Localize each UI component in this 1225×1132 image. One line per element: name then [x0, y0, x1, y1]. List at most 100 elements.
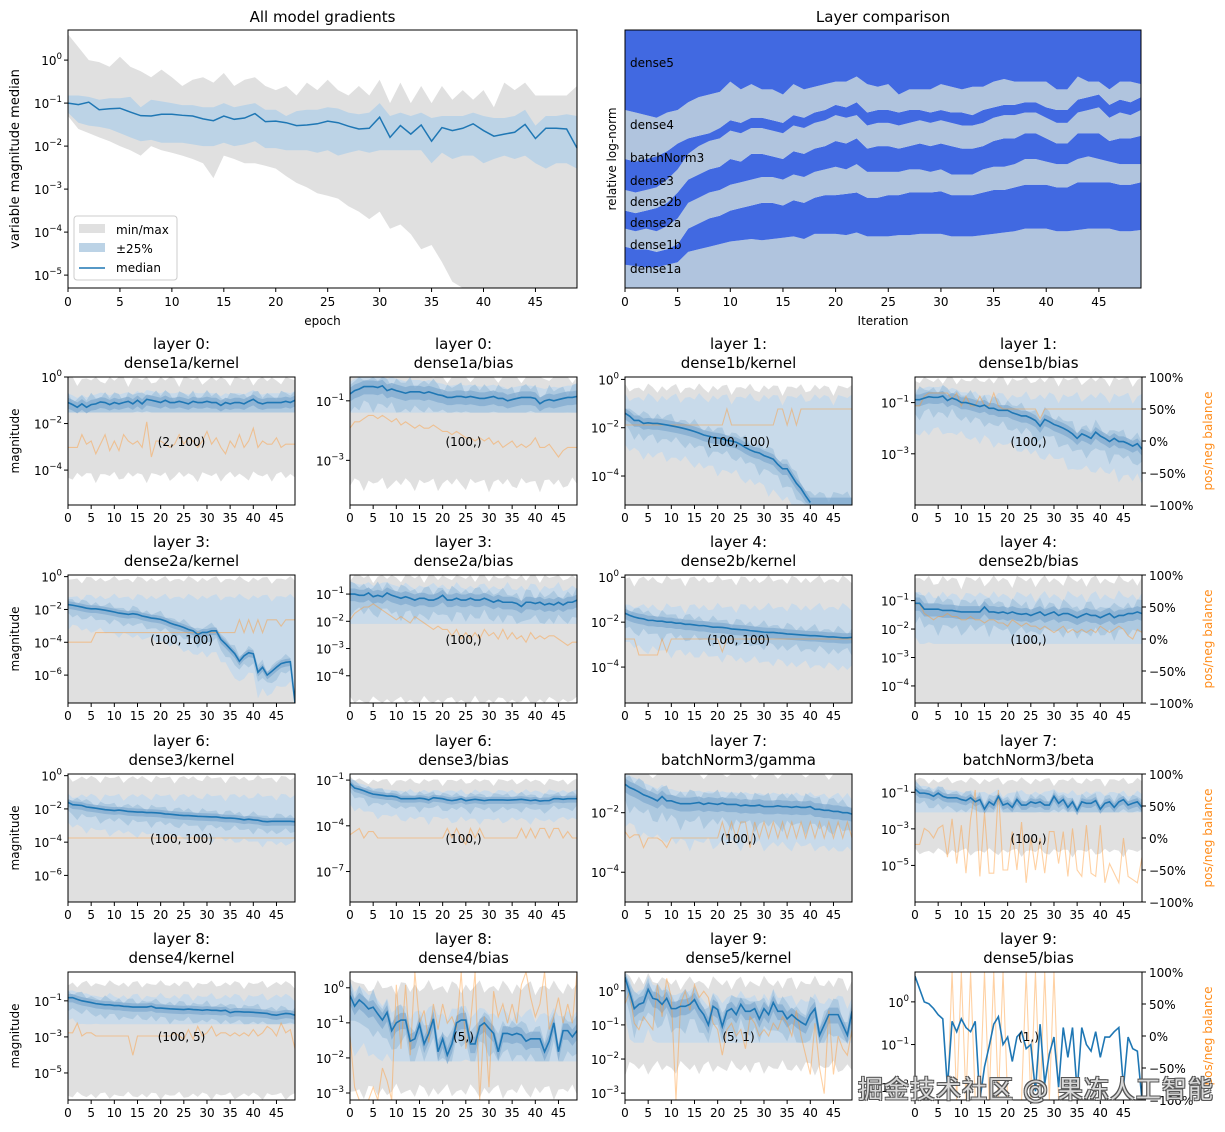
x-tick-label: 15 — [130, 511, 145, 525]
secondary-y-tick-label: 0% — [1149, 633, 1168, 647]
y-tick-label: 10−5 — [34, 267, 62, 283]
watermark: 掘金技术社区 @ 果冻人工智能 — [858, 1075, 1214, 1104]
panel-title-line2: dense4/bias — [418, 949, 509, 967]
panel-title-line2: dense5/kernel — [685, 949, 791, 967]
x-tick-label: 20 — [1000, 1106, 1015, 1120]
x-tick-label: 20 — [268, 295, 283, 309]
x-tick-label: 40 — [1093, 1106, 1108, 1120]
x-tick-label: 40 — [803, 908, 818, 922]
y-tick-label: 10−2 — [34, 601, 62, 617]
x-tick-label: 35 — [424, 295, 439, 309]
secondary-y-tick-label: 50% — [1149, 998, 1176, 1012]
x-tick-label: 15 — [687, 511, 702, 525]
inner-quantile-band — [68, 599, 295, 703]
y-tick-label: 10−4 — [34, 462, 62, 478]
x-tick-label: 20 — [153, 511, 168, 525]
y-tick-label: 100 — [598, 983, 619, 999]
x-tick-label: 30 — [199, 709, 214, 723]
x-tick-label: 35 — [780, 1106, 795, 1120]
panel-title-line1: layer 1: — [1000, 335, 1057, 353]
x-tick-label: 25 — [1023, 908, 1038, 922]
band-dense2b — [625, 133, 1141, 232]
band-batchNorm3 — [625, 94, 1141, 193]
y-tick-label: 10−3 — [316, 452, 344, 468]
x-tick-label: 35 — [1070, 1106, 1085, 1120]
band-label-dense1b: dense1b — [630, 238, 682, 252]
secondary-y-tick-label: 100% — [1149, 966, 1183, 980]
chart-layer6-dense3-bias: (100,) layer 6:dense3/bias 0 5 10 15 20 25 30 35 4… — [316, 732, 578, 922]
panel-title-line1: layer 8: — [435, 930, 492, 948]
x-tick-label: 35 — [1070, 511, 1085, 525]
plot-area — [915, 575, 1142, 703]
panel-title-line1: layer 6: — [435, 732, 492, 750]
y-tick-label: 10−1 — [316, 586, 344, 602]
panel-title-line2: dense2b/kernel — [681, 552, 797, 570]
x-tick-label: 40 — [803, 709, 818, 723]
panel-title-line1: layer 9: — [710, 930, 767, 948]
y-tick-label: 100 — [41, 52, 62, 68]
legend-swatch-minmax — [79, 224, 105, 233]
x-tick-label: 30 — [933, 295, 948, 309]
x-tick-label: 10 — [389, 1106, 404, 1120]
x-tick-label: 15 — [977, 908, 992, 922]
y-tick-label: 10−4 — [316, 668, 344, 684]
y-tick-label: 10−1 — [881, 1037, 909, 1053]
panel-title-line2: dense1a/bias — [414, 354, 514, 372]
x-tick-label: 45 — [269, 908, 284, 922]
x-tick-label: 30 — [756, 1106, 771, 1120]
median-line — [915, 975, 1142, 1100]
balance-line — [350, 972, 577, 1100]
x-tick-label: 35 — [223, 1106, 238, 1120]
plot-area — [350, 972, 577, 1100]
x-tick-label: 5 — [369, 908, 377, 922]
x-tick-label: 25 — [458, 1106, 473, 1120]
panel-title-line1: layer 7: — [1000, 732, 1057, 750]
x-tick-label: 0 — [911, 709, 919, 723]
legend: min/max ±25% median — [73, 215, 178, 281]
y-tick-label: 100 — [41, 569, 62, 585]
band-label-dense2a: dense2a — [630, 216, 681, 230]
balance-line — [68, 618, 295, 643]
plot-frame — [67, 971, 296, 1101]
plot-frame — [349, 773, 578, 903]
x-tick-label: 45 — [269, 709, 284, 723]
x-tick-label: 25 — [1023, 511, 1038, 525]
x-tick-label: 10 — [389, 511, 404, 525]
x-tick-label: 25 — [176, 908, 191, 922]
y-tick-label: 10−4 — [881, 678, 909, 694]
y-tick-label: 10−3 — [881, 649, 909, 665]
x-tick-label: 0 — [621, 908, 629, 922]
x-tick-label: 25 — [320, 295, 335, 309]
secondary-y-tick-label: −100% — [1149, 1094, 1193, 1108]
x-tick-label: 30 — [481, 1106, 496, 1120]
x-tick-label: 15 — [412, 1106, 427, 1120]
x-tick-label: 40 — [803, 511, 818, 525]
x-tick-label: 5 — [934, 709, 942, 723]
y-tick-label: 10−3 — [34, 181, 62, 197]
median-line — [350, 782, 577, 802]
median-line — [350, 384, 577, 405]
x-tick-label: 5 — [87, 511, 95, 525]
x-tick-label: 15 — [977, 1106, 992, 1120]
x-tick-label: 30 — [199, 1106, 214, 1120]
secondary-y-tick-label: −50% — [1149, 467, 1186, 481]
balance-line — [915, 972, 1142, 1100]
x-tick-label: 0 — [64, 709, 72, 723]
x-tick-label: 5 — [87, 908, 95, 922]
x-tick-label: 35 — [780, 511, 795, 525]
x-tick-label: 20 — [435, 1106, 450, 1120]
chart-layer1-dense1b-bias: (100,) layer 1:dense1b/bias 0 5 10 15 20 25 30 35… — [881, 335, 1215, 525]
plot-frame — [624, 574, 853, 704]
x-tick-label: 5 — [87, 709, 95, 723]
band-label-dense5: dense5 — [630, 56, 674, 70]
x-tick-label: 10 — [954, 511, 969, 525]
x-tick-label: 10 — [954, 908, 969, 922]
x-tick-label: 45 — [551, 1106, 566, 1120]
panel-title-line1: layer 0: — [435, 335, 492, 353]
x-axis-label: Iteration — [858, 314, 909, 328]
x-tick-label: 35 — [223, 709, 238, 723]
y-tick-label: 10−2 — [591, 805, 619, 821]
minmax-band — [68, 34, 577, 288]
secondary-y-axis-label: pos/neg balance — [1201, 590, 1215, 689]
median-line — [915, 602, 1142, 619]
